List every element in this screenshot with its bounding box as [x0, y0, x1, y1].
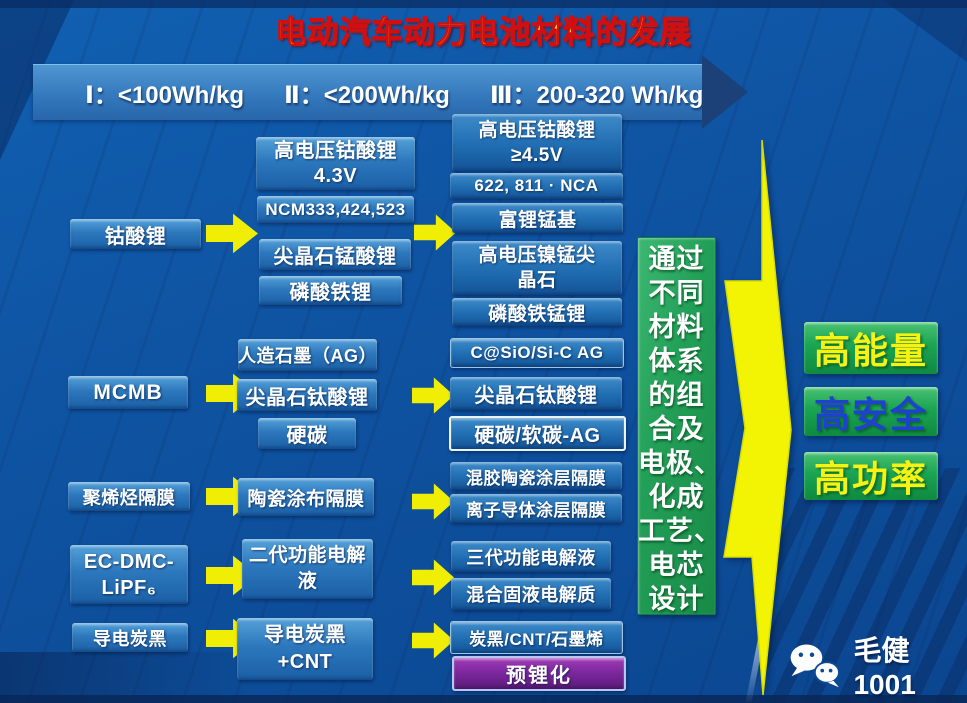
- banner-level-1: Ⅰ：<100Wh/kg: [85, 82, 244, 109]
- box-polyolefin-separator: 聚烯烃隔膜: [68, 482, 190, 511]
- banner-level-2: Ⅱ：<200Wh/kg: [283, 82, 450, 109]
- outcome-high-energy: 高能量: [804, 322, 938, 374]
- box-mcmb: MCMB: [68, 376, 188, 409]
- outcome-high-safety: 高安全: [804, 387, 938, 436]
- box-ceramic-coated-separator: 陶瓷涂布隔膜: [238, 478, 374, 516]
- box-carbon-black-cnt-graphene: 炭黑/CNT/石墨烯: [450, 621, 623, 654]
- banner-level-3: Ⅲ：200-320 Wh/kg: [489, 82, 704, 109]
- energy-density-banner: Ⅰ：<100Wh/kg Ⅱ：<200Wh/kg Ⅲ：200-320 Wh/kg: [33, 64, 703, 120]
- flow-arrow-icon: [412, 622, 454, 659]
- box-li-rich-mn: 富锂锰基: [452, 203, 623, 233]
- box-spinel-lmo: 尖晶石锰酸锂: [259, 239, 411, 270]
- box-622-811-nca: 622, 811 · NCA: [450, 173, 623, 199]
- box-hard-soft-carbon-ag: 硬碳/软碳-AG: [449, 416, 626, 451]
- box-hv-lco-4v3: 高电压钴酸锂 4.3V: [256, 137, 415, 190]
- box-carbon-black-cnt: 导电炭黑 +CNT: [237, 618, 373, 680]
- flow-arrow-icon: [414, 214, 456, 251]
- background-bottomleft-shade: [0, 652, 250, 703]
- box-lto-gen3: 尖晶石钛酸锂: [450, 377, 622, 410]
- box-hv-lnmo-spinel: 高电压镍锰尖 晶石: [452, 241, 622, 295]
- wechat-icon: [790, 644, 840, 688]
- box-lco: 钴酸锂: [70, 219, 201, 249]
- box-hard-carbon: 硬碳: [258, 418, 356, 449]
- banner-arrowhead-icon: [702, 55, 748, 129]
- box-hybrid-solid-liquid-electrolyte: 混合固液电解质: [451, 578, 611, 610]
- flow-arrow-icon: [412, 483, 454, 520]
- background-top-strip: [0, 0, 967, 8]
- background-bottom-strip: [0, 695, 967, 703]
- flow-arrow-icon: [412, 377, 454, 414]
- process-note: 通过 不同 材料 体系 的组 合及 电极、 化成 工艺、 电芯 设计: [637, 237, 721, 615]
- box-lto: 尖晶石钛酸锂: [237, 379, 377, 411]
- flow-arrow-icon: [206, 213, 258, 254]
- box-ion-conductor-coated-separator: 离子导体涂层隔膜: [450, 494, 622, 523]
- box-gen3-electrolyte: 三代功能电解液: [451, 541, 611, 572]
- box-conductive-carbon-black: 导电炭黑: [72, 623, 188, 652]
- box-ec-dmc-lipf6: EC-DMC- LiPF₆: [70, 545, 188, 604]
- box-mixed-ceramic-coated-separator: 混胶陶瓷涂层隔膜: [450, 462, 622, 490]
- box-lmfp: 磷酸铁锰锂: [452, 298, 622, 326]
- box-gen2-electrolyte: 二代功能电解液: [242, 539, 373, 599]
- page-title: 电动汽车动力电池材料的发展: [275, 14, 692, 50]
- box-hv-lco-4v5: 高电压钴酸锂 ≥4.5V: [452, 114, 622, 171]
- box-artificial-graphite: 人造石墨（AG）: [238, 339, 377, 371]
- watermark: 毛健1001: [786, 629, 967, 701]
- outcome-high-power: 高功率: [804, 452, 938, 500]
- box-si-c-composite: C@SiO/Si-C AG: [450, 338, 624, 368]
- watermark-name: 毛健1001: [853, 635, 916, 700]
- box-lfp: 磷酸铁锂: [259, 276, 402, 305]
- flow-arrow-icon: [412, 559, 454, 596]
- box-ncm333-424-523: NCM333,424,523: [257, 196, 414, 223]
- box-prelithiation: 预锂化: [452, 656, 626, 691]
